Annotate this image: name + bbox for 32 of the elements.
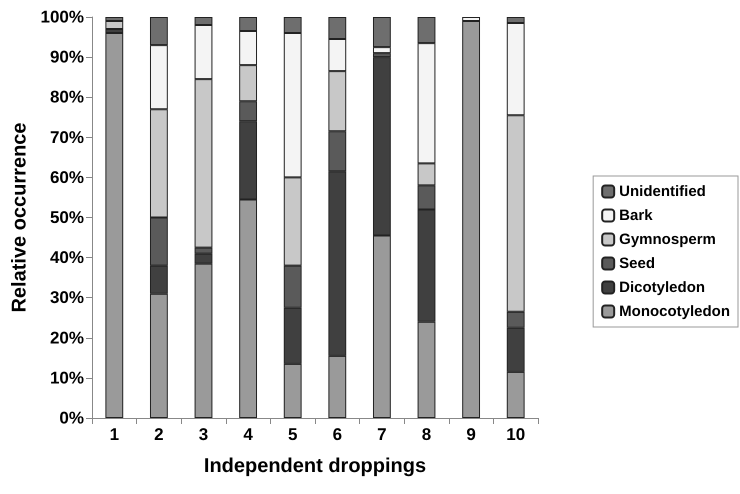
y-tick-label: 0% bbox=[59, 408, 84, 428]
y-tick-label: 80% bbox=[50, 88, 84, 107]
x-tick-label: 3 bbox=[198, 425, 208, 444]
y-tick-label: 60% bbox=[50, 168, 84, 187]
x-axis-title: Independent droppings bbox=[204, 455, 426, 477]
y-tick-label: 30% bbox=[50, 288, 84, 308]
bar bbox=[105, 33, 124, 418]
y-axis-title: Relative occurrence bbox=[8, 122, 31, 313]
x-tick-label: 2 bbox=[154, 425, 164, 444]
bar bbox=[462, 21, 480, 418]
x-tick-label: 8 bbox=[422, 425, 432, 444]
legend-label: Monocotyledon bbox=[619, 303, 730, 320]
y-tick-label: 50% bbox=[50, 208, 84, 227]
y-tick-label: 40% bbox=[50, 248, 84, 268]
x-tick-label: 7 bbox=[377, 425, 387, 444]
legend-label: Unidentified bbox=[619, 183, 706, 200]
y-tick-label: 10% bbox=[50, 368, 84, 388]
x-tick-label: 10 bbox=[506, 425, 526, 444]
legend-label: Bark bbox=[619, 207, 654, 224]
legend-label: Gymnosperm bbox=[619, 231, 716, 248]
legend-label: Seed bbox=[619, 255, 656, 272]
y-tick-label: 100% bbox=[40, 8, 84, 26]
legend-label: Dicotyledon bbox=[619, 279, 706, 296]
y-tick-label: 90% bbox=[50, 48, 84, 67]
x-tick-label: 5 bbox=[288, 425, 298, 444]
y-tick-label: 70% bbox=[50, 128, 84, 147]
bar bbox=[105, 21, 124, 30]
x-tick-label: 9 bbox=[466, 425, 476, 444]
y-tick-label: 20% bbox=[50, 328, 84, 348]
x-tick-label: 6 bbox=[332, 425, 342, 444]
x-tick-label: 4 bbox=[243, 425, 254, 444]
x-tick-label: 1 bbox=[110, 425, 120, 444]
